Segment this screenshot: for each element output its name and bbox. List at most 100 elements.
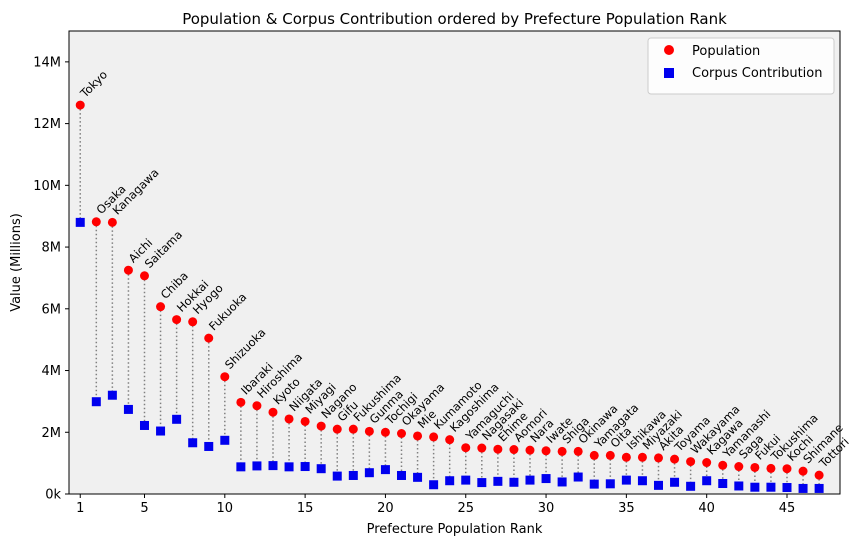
corpus-point [300, 462, 310, 472]
y-tick-label: 2M [42, 426, 62, 441]
population-point [605, 450, 615, 460]
corpus-point [316, 464, 326, 474]
y-axis: 0k 2M 4M 6M 8M 10M 12M 14M [33, 55, 69, 503]
corpus-point [621, 475, 631, 485]
population-point [91, 217, 101, 227]
population-point [204, 333, 214, 343]
population-point [429, 432, 439, 442]
population-point [621, 452, 631, 462]
population-series [75, 100, 824, 480]
x-tick-label: 1 [76, 501, 84, 516]
corpus-point [364, 468, 374, 478]
legend-corpus-label: Corpus Contribution [692, 66, 823, 81]
population-point [172, 315, 182, 325]
corpus-point [766, 482, 776, 492]
corpus-point [220, 435, 230, 445]
population-point [268, 407, 278, 417]
corpus-point [123, 404, 133, 414]
corpus-point [814, 483, 824, 493]
population-point [782, 464, 792, 474]
x-tick-label: 45 [779, 501, 796, 516]
corpus-series [75, 217, 824, 493]
corpus-point [139, 420, 149, 430]
corpus-point [782, 483, 792, 493]
corpus-point [509, 477, 519, 487]
legend-population-label: Population [692, 44, 760, 59]
population-point [364, 426, 374, 436]
corpus-point [380, 465, 390, 475]
corpus-point [573, 472, 583, 482]
population-point [493, 444, 503, 454]
corpus-point [204, 441, 214, 451]
population-point [220, 372, 230, 382]
chart-title: Population & Corpus Contribution ordered… [182, 10, 727, 28]
y-tick-label: 14M [33, 55, 61, 70]
corpus-point [718, 479, 728, 489]
corpus-point [605, 479, 615, 489]
legend-population-marker [664, 45, 674, 55]
population-point [525, 445, 535, 455]
population-point [814, 470, 824, 480]
corpus-point [188, 438, 198, 448]
corpus-point [156, 426, 166, 436]
y-tick-label: 6M [42, 302, 62, 317]
corpus-point [348, 470, 358, 480]
corpus-point [413, 472, 423, 482]
corpus-point [686, 481, 696, 491]
x-tick-label: 5 [140, 501, 148, 516]
corpus-point [798, 483, 808, 493]
population-point [509, 445, 519, 455]
x-tick-label: 35 [618, 501, 635, 516]
population-point [718, 460, 728, 470]
population-point [445, 435, 455, 445]
corpus-point [396, 470, 406, 480]
population-point [557, 446, 567, 456]
plot-area [68, 30, 841, 495]
corpus-point [107, 390, 117, 400]
corpus-point [750, 482, 760, 492]
corpus-point [653, 480, 663, 490]
x-tick-label: 15 [297, 501, 314, 516]
corpus-point [461, 475, 471, 485]
population-point [236, 397, 246, 407]
legend-corpus-marker [664, 68, 674, 78]
population-point [477, 443, 487, 453]
x-axis: 1 5 10 15 20 25 30 35 40 45 [76, 494, 795, 516]
corpus-point [252, 461, 262, 471]
population-point [734, 462, 744, 472]
population-point [107, 217, 117, 227]
corpus-point [734, 481, 744, 491]
population-point [332, 424, 342, 434]
population-point [541, 446, 551, 456]
x-axis-title: Prefecture Population Rank [367, 522, 543, 537]
x-tick-label: 25 [457, 501, 474, 516]
corpus-point [493, 476, 503, 486]
corpus-point [429, 480, 439, 490]
population-point [653, 453, 663, 463]
corpus-point [670, 477, 680, 487]
population-point [300, 416, 310, 426]
population-point [284, 414, 294, 424]
corpus-point [268, 461, 278, 471]
x-tick-label: 10 [217, 501, 234, 516]
corpus-point [637, 476, 647, 486]
corpus-point [236, 462, 246, 472]
legend: Population Corpus Contribution [647, 37, 835, 95]
population-point [75, 100, 85, 110]
population-point [380, 427, 390, 437]
y-tick-label: 10M [33, 179, 61, 194]
corpus-point [445, 476, 455, 486]
y-tick-label: 0k [45, 488, 61, 503]
population-point [637, 452, 647, 462]
population-point [589, 450, 599, 460]
population-point [766, 463, 776, 473]
legend-box [647, 37, 835, 95]
population-point [686, 457, 696, 467]
corpus-point [91, 397, 101, 407]
population-point [348, 424, 358, 434]
population-point [188, 317, 198, 327]
population-point [750, 462, 760, 472]
corpus-point [589, 479, 599, 489]
population-point [461, 443, 471, 453]
